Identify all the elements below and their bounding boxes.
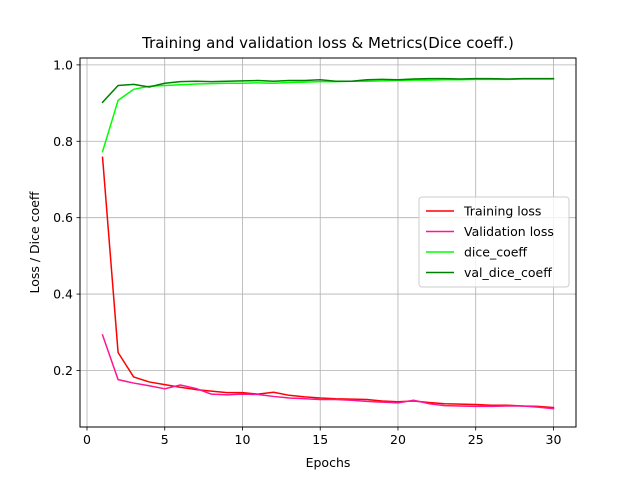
legend-label: val_dice_coeff <box>464 265 552 280</box>
y-tick-label: 0.8 <box>53 134 73 149</box>
series-lines <box>101 77 555 410</box>
y-tick-label: 0.4 <box>53 287 73 302</box>
y-tick-label: 0.2 <box>53 363 73 378</box>
x-tick-label: 30 <box>546 432 562 447</box>
x-tick-label: 25 <box>468 432 484 447</box>
legend-label: Training loss <box>463 204 541 219</box>
x-tick-label: 10 <box>235 432 251 447</box>
legend-entries: Training loss Validation loss dice_coeffva… <box>426 204 554 280</box>
axis-ticks: 0 5 10 15 20 25 30 0.2 0.4 0.6 0.8 1.0 <box>53 57 561 447</box>
legend-label: Validation loss <box>464 224 554 239</box>
y-tick-label: 1.0 <box>53 57 73 72</box>
y-axis-label: Loss / Dice coeff <box>27 191 42 293</box>
series-line-training-loss <box>101 156 555 409</box>
series-line-dice-coeff <box>101 78 555 153</box>
x-axis-label: Epochs <box>306 455 351 470</box>
x-tick-label: 20 <box>390 432 406 447</box>
chart-title: Training and validation loss & Metrics(D… <box>141 34 514 52</box>
x-tick-label: 0 <box>83 432 91 447</box>
x-tick-label: 15 <box>312 432 328 447</box>
y-tick-label: 0.6 <box>53 210 73 225</box>
plot-area-frame <box>79 57 577 428</box>
legend-label: dice_coeff <box>464 245 527 260</box>
legend-frame <box>418 196 570 288</box>
legend: Training loss Validation loss dice_coeffva… <box>418 196 570 288</box>
x-tick-label: 5 <box>161 432 169 447</box>
series-line-val-dice-coeff <box>101 77 555 104</box>
series-line-validation-loss <box>101 333 555 410</box>
